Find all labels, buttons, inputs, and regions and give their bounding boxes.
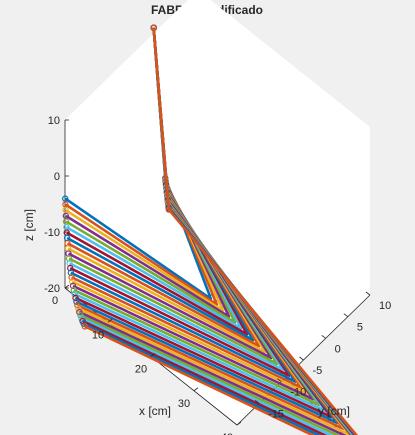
series-point — [68, 274, 75, 281]
z-axis-label: z [cm] — [22, 209, 36, 241]
y-tick-mark — [321, 335, 326, 339]
x-tick-label: 20 — [135, 364, 147, 376]
series-point — [71, 290, 78, 298]
z-tick-label: -10 — [44, 227, 60, 239]
x-tick-mark — [150, 353, 156, 357]
series-point — [62, 195, 69, 202]
y-tick-label: 5 — [357, 322, 363, 334]
x-tick-mark — [236, 421, 242, 426]
z-tick-label: 10 — [48, 115, 60, 127]
y-tick-label: 0 — [335, 343, 341, 355]
series-point — [77, 311, 84, 319]
series-line — [84, 27, 359, 435]
series-point — [73, 298, 80, 305]
series-point — [150, 24, 157, 31]
series-point — [69, 278, 76, 285]
y-axis-label: y [cm] — [318, 404, 350, 418]
series-point — [67, 269, 75, 276]
z-tick-label: -20 — [44, 283, 60, 295]
series-point — [76, 308, 83, 316]
y-tick-label: -5 — [313, 365, 323, 377]
series-layer — [62, 24, 359, 435]
series-point — [75, 305, 82, 312]
series-point — [69, 282, 77, 290]
y-tick-label: -10 — [290, 387, 306, 399]
x-tick-label: 10 — [92, 329, 104, 341]
y-tick-mark — [277, 378, 282, 382]
series-point — [165, 206, 173, 213]
y-tick-label: 10 — [379, 300, 391, 312]
x-tick-mark — [107, 318, 113, 323]
y-tick-mark — [299, 356, 304, 361]
y-tick-mark — [365, 291, 371, 296]
series-point — [81, 323, 89, 330]
series-point — [74, 302, 81, 309]
z-tick-label: 0 — [54, 171, 60, 183]
x-tick-label: 40 — [221, 432, 233, 435]
y-tick-mark — [343, 313, 349, 317]
series-point — [78, 315, 85, 322]
x-tick-label: 30 — [178, 398, 190, 410]
x-axis-label: x [cm] — [139, 404, 171, 418]
y-tick-mark — [254, 400, 260, 404]
series-point — [72, 294, 79, 302]
y-tick-label: -15 — [268, 408, 284, 420]
x-tick-mark — [193, 387, 199, 392]
x-tick-mark — [64, 284, 70, 289]
tick-layer: -20 -10 0 10 0 10 20 30 40 -15 -10 -5 0 5 10 — [44, 115, 391, 435]
series-point — [70, 286, 78, 294]
x-tick-label: 0 — [52, 295, 58, 307]
